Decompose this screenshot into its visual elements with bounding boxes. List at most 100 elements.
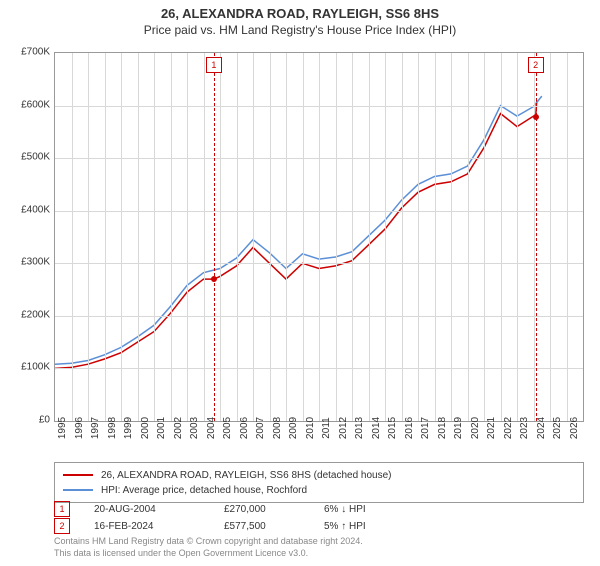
event-row-pct: 6% ↓ HPI — [324, 504, 404, 515]
gridline-v — [154, 53, 155, 421]
x-axis-label: 2002 — [173, 417, 184, 439]
gridline-v — [253, 53, 254, 421]
footnote-line1: Contains HM Land Registry data © Crown c… — [54, 536, 584, 548]
event-row-pct: 5% ↑ HPI — [324, 521, 404, 532]
y-axis-label: £600K — [21, 99, 50, 110]
gridline-v — [534, 53, 535, 421]
legend-box: 26, ALEXANDRA ROAD, RAYLEIGH, SS6 8HS (d… — [54, 462, 584, 503]
gridline-v — [402, 53, 403, 421]
gridline-v — [385, 53, 386, 421]
x-axis-label: 2004 — [206, 417, 217, 439]
x-axis-label: 2000 — [140, 417, 151, 439]
event-row-1: 1 20-AUG-2004£270,0006% ↓ HPI — [54, 501, 584, 517]
gridline-v — [237, 53, 238, 421]
chart-subtitle: Price paid vs. HM Land Registry's House … — [0, 23, 600, 37]
x-axis-label: 2012 — [338, 417, 349, 439]
x-axis-label: 2021 — [486, 417, 497, 439]
event-row-price: £270,000 — [224, 504, 324, 515]
chart-title-address: 26, ALEXANDRA ROAD, RAYLEIGH, SS6 8HS — [0, 6, 600, 21]
x-axis-label: 2001 — [156, 417, 167, 439]
x-axis-label: 2006 — [239, 417, 250, 439]
x-axis-label: 2016 — [404, 417, 415, 439]
gridline-v — [517, 53, 518, 421]
gridline-v — [105, 53, 106, 421]
series-line-property — [55, 100, 537, 368]
y-axis-label: £500K — [21, 152, 50, 163]
y-axis-label: £700K — [21, 47, 50, 58]
event-dot-1 — [211, 276, 217, 282]
event-row-box: 2 — [54, 518, 70, 534]
x-axis-label: 2010 — [305, 417, 316, 439]
gridline-v — [88, 53, 89, 421]
legend-label: 26, ALEXANDRA ROAD, RAYLEIGH, SS6 8HS (d… — [101, 470, 392, 481]
series-line-hpi — [55, 96, 542, 364]
gridline-v — [220, 53, 221, 421]
event-summary-rows: 1 20-AUG-2004£270,0006% ↓ HPI 2 16-FEB-2024… — [54, 500, 584, 535]
event-row-2: 2 16-FEB-2024£577,5005% ↑ HPI — [54, 518, 584, 534]
event-row-price: £577,500 — [224, 521, 324, 532]
x-axis-label: 2020 — [470, 417, 481, 439]
legend-item: HPI: Average price, detached house, Roch… — [63, 483, 575, 497]
gridline-v — [468, 53, 469, 421]
event-marker-box-2: 2 — [528, 57, 544, 73]
y-axis-label: £300K — [21, 257, 50, 268]
x-axis-label: 2013 — [354, 417, 365, 439]
gridline-v — [138, 53, 139, 421]
gridline-v — [550, 53, 551, 421]
legend-label: HPI: Average price, detached house, Roch… — [101, 485, 307, 496]
footnote: Contains HM Land Registry data © Crown c… — [54, 536, 584, 559]
x-axis-label: 2017 — [420, 417, 431, 439]
x-axis-label: 2011 — [321, 417, 332, 439]
x-axis-label: 2014 — [371, 417, 382, 439]
gridline-v — [484, 53, 485, 421]
gridline-v — [121, 53, 122, 421]
gridline-v — [270, 53, 271, 421]
gridline-v — [451, 53, 452, 421]
x-axis-label: 2018 — [437, 417, 448, 439]
gridline-v — [286, 53, 287, 421]
x-axis-label: 1999 — [123, 417, 134, 439]
x-axis-label: 2015 — [387, 417, 398, 439]
x-axis-label: 1996 — [74, 417, 85, 439]
x-axis-label: 1997 — [90, 417, 101, 439]
legend-swatch — [63, 489, 93, 491]
y-axis-label: £200K — [21, 309, 50, 320]
gridline-v — [72, 53, 73, 421]
y-axis-label: £0 — [39, 415, 50, 426]
x-axis-label: 2003 — [189, 417, 200, 439]
x-axis-label: 2024 — [536, 417, 547, 439]
x-axis-label: 2019 — [453, 417, 464, 439]
x-axis-label: 2005 — [222, 417, 233, 439]
x-axis-label: 2008 — [272, 417, 283, 439]
event-vline-2 — [536, 53, 537, 421]
x-axis-label: 2023 — [519, 417, 530, 439]
x-axis-label: 2009 — [288, 417, 299, 439]
legend-item: 26, ALEXANDRA ROAD, RAYLEIGH, SS6 8HS (d… — [63, 468, 575, 482]
event-marker-box-1: 1 — [206, 57, 222, 73]
gridline-v — [369, 53, 370, 421]
gridline-v — [336, 53, 337, 421]
event-dot-2 — [533, 114, 539, 120]
chart-container: 26, ALEXANDRA ROAD, RAYLEIGH, SS6 8HS Pr… — [0, 6, 600, 566]
gridline-v — [435, 53, 436, 421]
footnote-line2: This data is licensed under the Open Gov… — [54, 548, 584, 560]
chart-plot-area: 12 — [54, 52, 584, 422]
gridline-v — [187, 53, 188, 421]
x-axis-label: 2026 — [569, 417, 580, 439]
gridline-v — [501, 53, 502, 421]
gridline-v — [418, 53, 419, 421]
gridline-v — [171, 53, 172, 421]
x-axis-label: 2022 — [503, 417, 514, 439]
y-axis-label: £400K — [21, 204, 50, 215]
gridline-v — [303, 53, 304, 421]
event-row-date: 20-AUG-2004 — [94, 504, 224, 515]
gridline-v — [352, 53, 353, 421]
x-axis-label: 1995 — [57, 417, 68, 439]
legend-swatch — [63, 474, 93, 476]
y-axis-label: £100K — [21, 362, 50, 373]
gridline-v — [567, 53, 568, 421]
event-row-date: 16-FEB-2024 — [94, 521, 224, 532]
gridline-v — [319, 53, 320, 421]
event-row-box: 1 — [54, 501, 70, 517]
gridline-v — [204, 53, 205, 421]
